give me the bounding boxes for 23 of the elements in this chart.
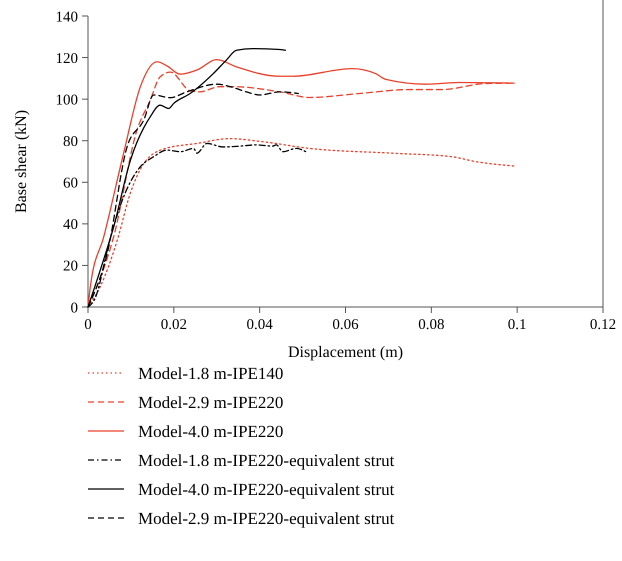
x-tick-label: 0.08: [418, 317, 444, 333]
y-tick-label: 60: [63, 176, 78, 192]
x-tick-label: 0.02: [160, 317, 187, 333]
y-tick-label: 40: [63, 217, 78, 234]
legend-label: Model-4.0 m-IPE220: [138, 422, 284, 441]
y-axis-title: Base shear (kN): [13, 110, 30, 214]
legend-label: Model-2.9 m-IPE220: [138, 392, 284, 412]
y-tick-label: 140: [56, 9, 78, 26]
y-tick-label: 20: [63, 258, 78, 275]
x-axis-title: Displacement (m): [288, 344, 404, 361]
x-tick-label: 0.04: [246, 317, 274, 333]
x-tick-label: 0.1: [508, 317, 527, 333]
x-tick-label: 0.12: [590, 317, 616, 333]
x-tick-label: 0: [84, 317, 92, 333]
legend-label: Model-1.8 m-IPE140: [138, 364, 284, 383]
y-tick-label: 80: [63, 134, 78, 150]
x-tick-label: 0.06: [332, 317, 360, 333]
legend-label: Model-1.8 m-IPE220-equivalent strut: [138, 450, 395, 470]
y-tick-label: 100: [56, 92, 78, 108]
y-tick-label: 0: [70, 300, 78, 316]
legend-label: Model-4.0 m-IPE220-equivalent strut: [138, 480, 395, 499]
y-tick-label: 120: [56, 50, 78, 67]
legend-label: Model-2.9 m-IPE220-equivalent strut: [138, 508, 395, 528]
